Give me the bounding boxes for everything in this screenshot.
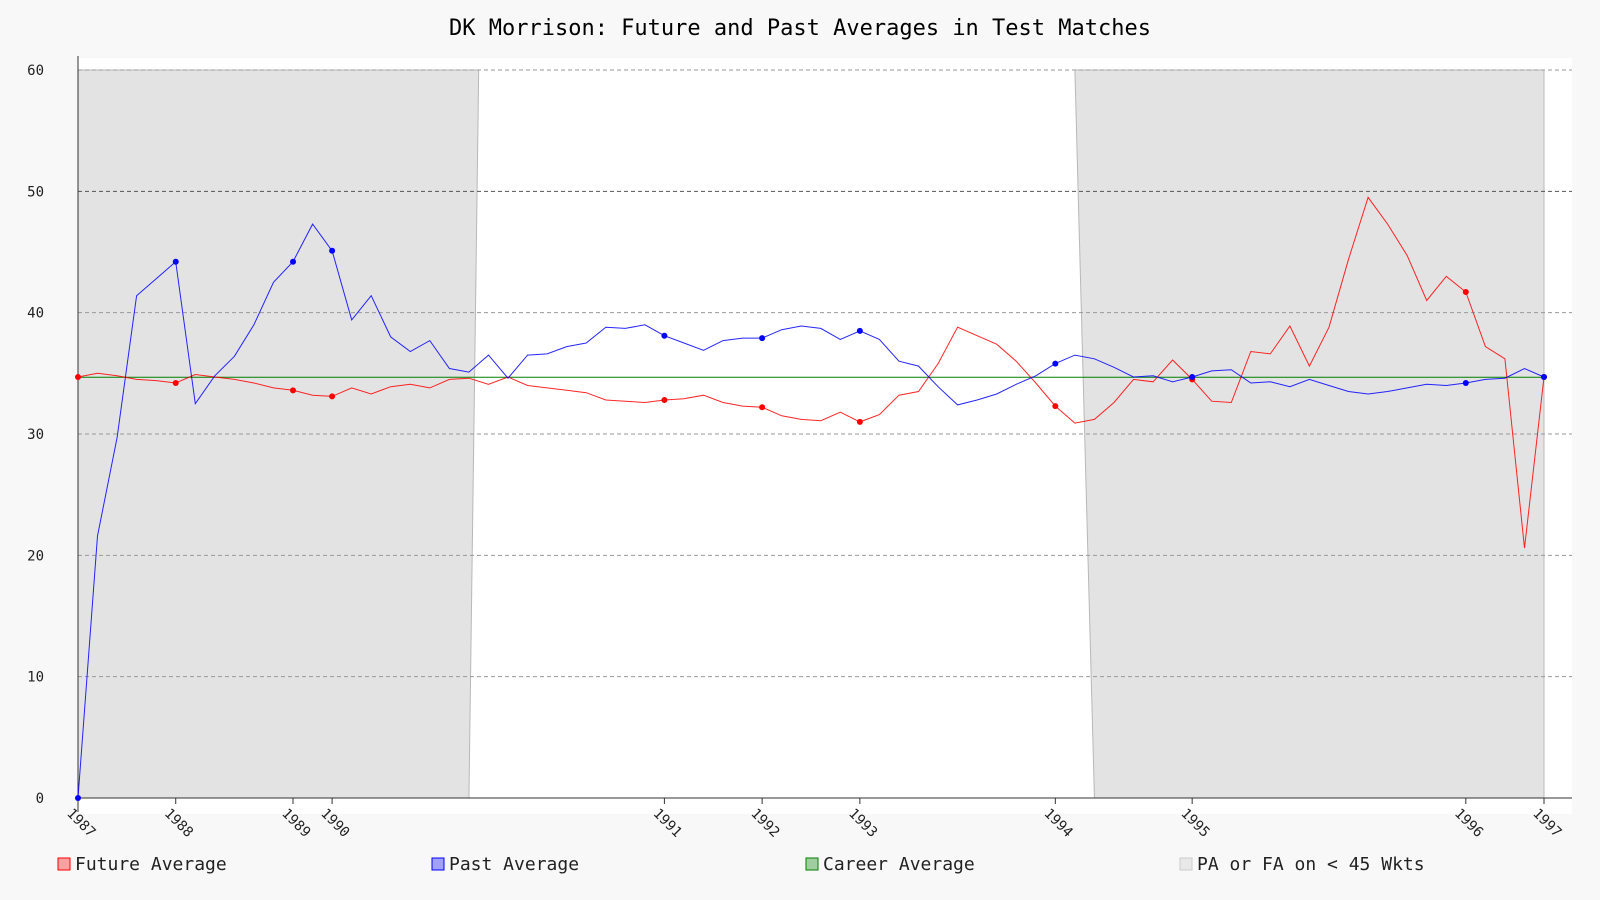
- y-tick-label-0: 0: [36, 791, 44, 807]
- future-average-point-11: [290, 387, 297, 394]
- y-tick-label-30: 30: [27, 427, 44, 443]
- chart-title: DK Morrison: Future and Past Averages in…: [449, 16, 1151, 41]
- y-tick-label-60: 60: [27, 63, 44, 79]
- legend: Future Average Past Average Career Average…: [57, 854, 1425, 875]
- future-average-point-0: [75, 373, 81, 380]
- future-average-point-71: [1462, 289, 1469, 296]
- shaded-region-0: [77, 69, 480, 799]
- y-tick-label-50: 50: [27, 184, 44, 200]
- future-average-point-5: [172, 380, 179, 387]
- past-average-point-13: [329, 247, 336, 254]
- legend-swatch-career-average: [805, 857, 819, 871]
- future-average-point-30: [661, 397, 668, 404]
- past-average-point-30: [661, 332, 668, 339]
- legend-label-past-average: Past Average: [449, 854, 579, 875]
- legend-label-pa-or-fa-on-45-wkts: PA or FA on < 45 Wkts: [1197, 854, 1425, 875]
- future-average-point-35: [759, 404, 766, 411]
- future-average-point-50: [1052, 403, 1059, 410]
- past-average-point-75: [1541, 373, 1547, 380]
- legend-label-future-average: Future Average: [75, 854, 227, 875]
- past-average-point-5: [172, 258, 179, 265]
- legend-swatch-pa-or-fa-on-45-wkts: [1179, 857, 1193, 871]
- legend-label-career-average: Career Average: [823, 854, 975, 875]
- future-average-point-40: [856, 418, 863, 425]
- legend-swatch-past-average: [431, 857, 445, 871]
- y-tick-label-10: 10: [27, 670, 44, 686]
- past-average-point-71: [1462, 380, 1469, 387]
- y-tick-label-40: 40: [27, 306, 44, 322]
- past-average-point-57: [1189, 373, 1196, 380]
- past-average-line: [77, 223, 1545, 799]
- legend-swatch-future-average: [57, 857, 71, 871]
- future-average-line: [77, 196, 1545, 549]
- past-average-point-40: [856, 327, 863, 334]
- y-tick-label-20: 20: [27, 548, 44, 564]
- past-average-point-0: [75, 795, 81, 801]
- past-average-point-50: [1052, 360, 1059, 367]
- past-average-point-11: [290, 258, 297, 265]
- future-average-point-13: [329, 393, 336, 400]
- past-average-point-35: [759, 335, 766, 342]
